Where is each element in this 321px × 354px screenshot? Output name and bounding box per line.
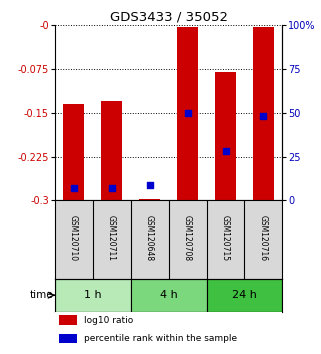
Bar — [55, 279, 131, 312]
Text: GSM120708: GSM120708 — [183, 215, 192, 261]
Point — [223, 148, 228, 154]
Text: GSM120716: GSM120716 — [259, 215, 268, 261]
Bar — [131, 279, 206, 312]
Point — [185, 110, 190, 115]
Text: GSM120648: GSM120648 — [145, 215, 154, 261]
Bar — [139, 199, 160, 200]
Text: GSM120711: GSM120711 — [107, 215, 116, 261]
Text: percentile rank within the sample: percentile rank within the sample — [84, 334, 237, 343]
Title: GDS3433 / 35052: GDS3433 / 35052 — [109, 11, 228, 24]
Point — [261, 113, 266, 119]
Bar — [215, 72, 236, 200]
Point — [109, 185, 114, 191]
Bar — [206, 279, 282, 312]
Bar — [59, 333, 77, 343]
Bar — [59, 315, 77, 325]
Text: GSM120715: GSM120715 — [221, 215, 230, 261]
Text: 4 h: 4 h — [160, 290, 178, 300]
Text: 24 h: 24 h — [232, 290, 257, 300]
Text: time: time — [30, 290, 54, 300]
Point — [71, 185, 76, 191]
Bar — [63, 104, 84, 200]
Text: log10 ratio: log10 ratio — [84, 316, 134, 325]
Text: 1 h: 1 h — [84, 290, 101, 300]
Text: GSM120710: GSM120710 — [69, 215, 78, 261]
Bar — [253, 27, 274, 200]
Point — [147, 182, 152, 188]
Bar — [177, 27, 198, 200]
Bar — [101, 101, 122, 200]
